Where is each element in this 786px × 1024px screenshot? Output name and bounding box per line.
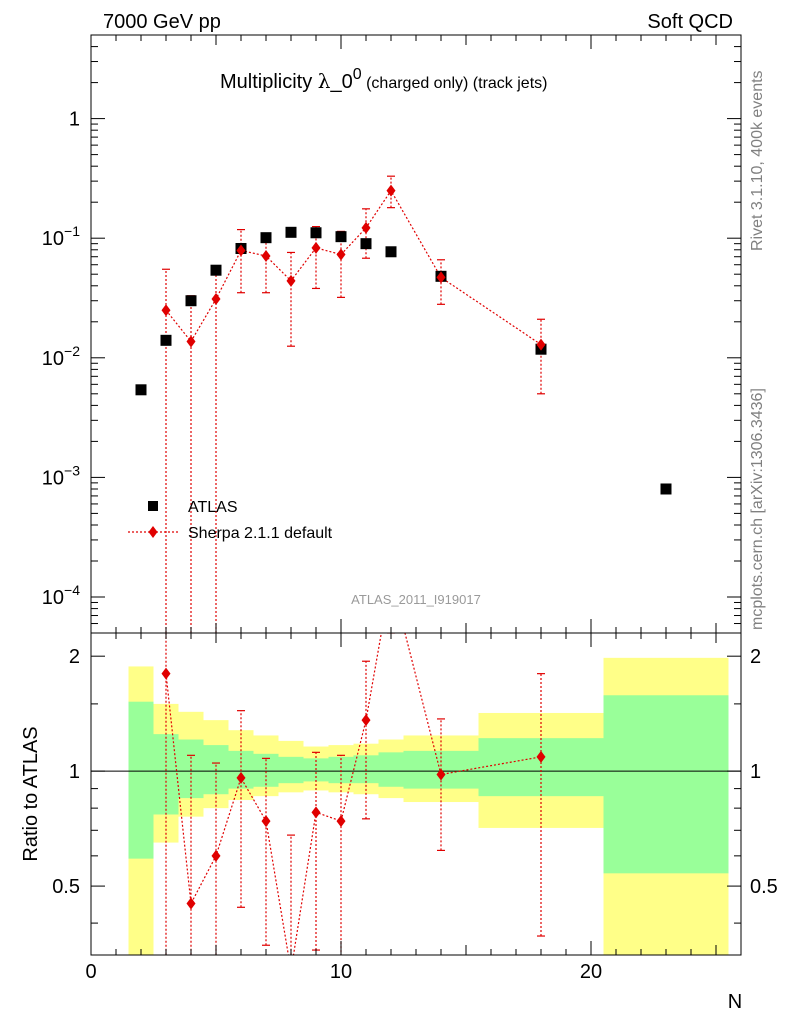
sherpa-point: [361, 221, 371, 234]
ratio-y-axis-label: Ratio to ATLAS: [20, 726, 42, 861]
legend: ATLAS Sherpa 2.1.1 default: [128, 499, 333, 542]
ratio-sherpa-point: [287, 965, 296, 977]
sherpa-point: [536, 338, 546, 351]
uncertainty-band-inner: [603, 695, 729, 874]
ratio-y-tick-label: 0.5: [52, 876, 80, 898]
analysis-id-label: ATLAS_2011_I919017: [351, 592, 481, 607]
legend-atlas-marker: [148, 501, 158, 511]
ratio-sherpa-point: [161, 667, 171, 680]
mcplots-reference-label: mcplots.cern.ch [arXiv:1306.3436]: [749, 388, 766, 630]
main-plot-frame: [90, 34, 742, 634]
ratio-sherpa-point: [336, 815, 346, 828]
ratio-sherpa-line: [165, 633, 542, 955]
atlas-point: [210, 264, 222, 276]
x-tick-label: 10: [330, 961, 352, 983]
legend-atlas-label: ATLAS: [188, 499, 238, 516]
main-y-tick-label: 10−1: [42, 223, 80, 250]
ratio-y-tick-label: 2: [69, 646, 80, 668]
atlas-point: [285, 226, 297, 238]
atlas-point: [310, 227, 322, 239]
sherpa-point: [286, 274, 296, 287]
sherpa-point: [386, 184, 396, 197]
ratio-y-tick-label-right: 1: [750, 761, 761, 783]
legend-sherpa-label: Sherpa 2.1.1 default: [188, 525, 333, 542]
sherpa-point: [311, 241, 321, 254]
main-plot-panel: 10−4 10−3 10−2 10−1 1 Multiplicity λ_00 (cha…: [42, 34, 742, 634]
ratio-sherpa-point: [387, 572, 396, 584]
ratio-sherpa-point: [311, 806, 321, 819]
main-y-tick-label: 10−4: [42, 582, 80, 609]
x-tick-label: 0: [85, 961, 96, 983]
header-right: Soft QCD: [647, 11, 733, 33]
sherpa-point: [261, 249, 271, 262]
sherpa-point: [236, 244, 246, 257]
main-y-tick-label: 10−3: [42, 462, 80, 489]
legend-sherpa-marker: [148, 526, 158, 538]
x-axis-label: N: [728, 991, 742, 1013]
plot-title: Multiplicity λ_00 (charged only) (track …: [220, 66, 547, 93]
ratio-y-tick-label-right: 0.5: [750, 876, 778, 898]
ratio-sherpa-point: [436, 768, 446, 781]
ratio-sherpa-point: [211, 849, 221, 862]
header-left: 7000 GeV pp: [103, 11, 221, 33]
uncertainty-band-inner: [278, 756, 304, 784]
atlas-point: [385, 246, 397, 258]
main-y-tick-label: 10−2: [42, 343, 80, 370]
ratio-plot-panel: 0.5 0.51 12 20 10 20 Ratio to ATLAS N: [20, 572, 778, 1013]
ratio-sherpa-point: [261, 815, 271, 828]
uncertainty-band-inner: [178, 739, 204, 799]
atlas-point: [135, 384, 147, 396]
sherpa-point: [436, 271, 446, 284]
ratio-plot-frame: [90, 632, 742, 956]
ratio-sherpa-point: [536, 750, 546, 763]
ratio-y-tick-label-right: 2: [750, 646, 761, 668]
sherpa-point: [161, 304, 171, 317]
rivet-version-label: Rivet 3.1.10, 400k events: [749, 70, 766, 251]
atlas-point: [260, 232, 272, 244]
sherpa-point: [211, 293, 221, 306]
sherpa-point: [186, 335, 196, 348]
ratio-sherpa-point: [361, 714, 371, 727]
ratio-sherpa-point: [236, 771, 246, 784]
atlas-point: [335, 231, 347, 243]
sherpa-point: [336, 248, 346, 261]
uncertainty-band-inner: [378, 752, 404, 787]
main-y-tick-label: 1: [69, 109, 80, 131]
uncertainty-band-inner: [128, 701, 154, 859]
atlas-point: [360, 238, 372, 250]
atlas-point: [660, 483, 672, 495]
atlas-point: [185, 295, 197, 307]
ratio-sherpa-point: [186, 897, 196, 910]
atlas-point: [160, 334, 172, 346]
ratio-y-tick-label: 1: [69, 761, 80, 783]
sherpa-line: [165, 189, 542, 346]
x-tick-label: 20: [580, 961, 602, 983]
